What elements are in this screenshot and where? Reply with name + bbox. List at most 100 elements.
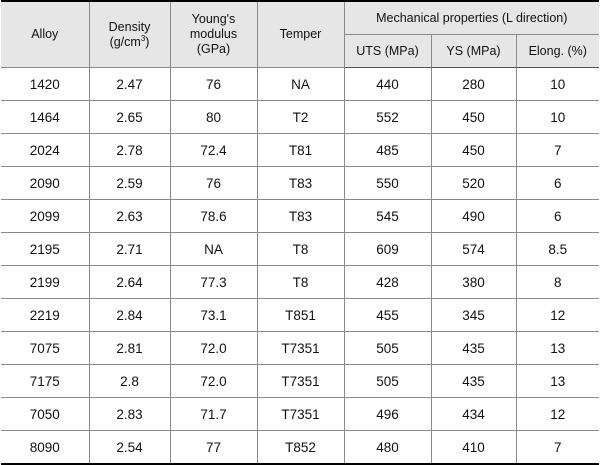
cell-density: 2.83 [88, 397, 171, 431]
cell-uts: 545 [343, 199, 432, 233]
cell-alloy: 2199 [1, 265, 90, 299]
table-row: 7050 2.83 71.7 T7351 496 434 12 [1, 397, 599, 431]
header-density: Density (g/cm3) [88, 0, 171, 68]
cell-density: 2.59 [88, 166, 171, 200]
cell-uts: 440 [343, 67, 432, 101]
cell-alloy: 8090 [1, 430, 90, 465]
cell-ys: 280 [430, 67, 517, 101]
cell-temper: T83 [256, 199, 345, 233]
cell-uts: 428 [343, 265, 432, 299]
cell-youngs-modulus: 73.1 [169, 298, 258, 332]
cell-density: 2.8 [88, 364, 171, 398]
table-row: 1464 2.65 80 T2 552 450 10 [1, 100, 599, 134]
cell-density: 2.63 [88, 199, 171, 233]
cell-ys: 490 [430, 199, 517, 233]
cell-density: 2.71 [88, 232, 171, 266]
cell-temper: T81 [256, 133, 345, 167]
table-row: 2090 2.59 76 T83 550 520 6 [1, 166, 599, 200]
table-body: 1420 2.47 76 NA 440 280 10 1464 2.65 80 T2 552 450 10… [1, 67, 599, 465]
cell-youngs-modulus: 76 [169, 166, 258, 200]
table-row: 2024 2.78 72.4 T81 485 450 7 [1, 133, 599, 167]
cell-elongation: 7 [515, 133, 599, 167]
cell-youngs-modulus: 77.3 [169, 265, 258, 299]
cell-elongation: 13 [515, 364, 599, 398]
cell-temper: T851 [256, 298, 345, 332]
table-row: 2199 2.64 77.3 T8 428 380 8 [1, 265, 599, 299]
cell-elongation: 10 [515, 67, 599, 101]
cell-temper: T852 [256, 430, 345, 465]
header-density-unit-open: (g/cm [109, 34, 141, 49]
cell-temper: T8 [256, 232, 345, 266]
cell-elongation: 7 [515, 430, 599, 465]
header-row-sub: UTS (MPa) YS (MPa) Elong. (%) [1, 34, 599, 68]
header-alloy: Alloy [1, 0, 90, 68]
table-row: 2219 2.84 73.1 T851 455 345 12 [1, 298, 599, 332]
header-density-label: Density [108, 19, 151, 34]
cell-density: 2.81 [88, 331, 171, 365]
cell-temper: T7351 [256, 397, 345, 431]
cell-uts: 455 [343, 298, 432, 332]
table-header: Alloy Density (g/cm3) Young's modulus (G… [1, 0, 599, 68]
cell-density: 2.64 [88, 265, 171, 299]
header-density-unit-close: ) [145, 34, 150, 49]
cell-ys: 434 [430, 397, 517, 431]
cell-alloy: 7050 [1, 397, 90, 431]
header-uts: UTS (MPa) [344, 34, 432, 68]
cell-youngs-modulus: 76 [169, 67, 258, 101]
header-elongation: Elong. (%) [515, 34, 599, 68]
cell-temper: NA [256, 67, 345, 101]
cell-elongation: 12 [515, 397, 599, 431]
cell-ys: 450 [430, 100, 517, 134]
cell-elongation: 6 [515, 199, 599, 233]
cell-temper: T7351 [256, 331, 345, 365]
table-row: 1420 2.47 76 NA 440 280 10 [1, 67, 599, 101]
table-row: 7075 2.81 72.0 T7351 505 435 13 [1, 331, 599, 365]
cell-ys: 574 [430, 232, 517, 266]
cell-density: 2.54 [88, 430, 171, 465]
cell-alloy: 2090 [1, 166, 90, 200]
cell-alloy: 2195 [1, 232, 90, 266]
cell-youngs-modulus: 78.6 [169, 199, 258, 233]
cell-temper: T83 [256, 166, 345, 200]
cell-ys: 450 [430, 133, 517, 167]
table-row: 2195 2.71 NA T8 609 574 8.5 [1, 232, 599, 266]
cell-density: 2.47 [88, 67, 171, 101]
cell-density: 2.78 [88, 133, 171, 167]
header-mechanical-properties: Mechanical properties (L direction) [343, 0, 599, 35]
cell-elongation: 13 [515, 331, 599, 365]
cell-elongation: 12 [515, 298, 599, 332]
header-density-unit-exponent: 3 [140, 33, 146, 43]
header-youngs-label: Young's [191, 12, 236, 26]
cell-uts: 485 [343, 133, 432, 167]
cell-ys: 380 [430, 265, 517, 299]
cell-youngs-modulus: 77 [169, 430, 258, 465]
cell-alloy: 7175 [1, 364, 90, 398]
cell-ys: 345 [430, 298, 517, 332]
cell-youngs-modulus: 80 [169, 100, 258, 134]
cell-youngs-modulus: 72.0 [169, 364, 258, 398]
cell-youngs-modulus: 72.0 [169, 331, 258, 365]
table-row: 7175 2.8 72.0 T7351 505 435 13 [1, 364, 599, 398]
cell-alloy: 2099 [1, 199, 90, 233]
cell-ys: 520 [430, 166, 517, 200]
cell-uts: 552 [343, 100, 432, 134]
cell-elongation: 6 [515, 166, 599, 200]
table-row: 2099 2.63 78.6 T83 545 490 6 [1, 199, 599, 233]
cell-alloy: 2219 [1, 298, 90, 332]
cell-uts: 480 [343, 430, 432, 465]
header-youngs-modulus: Young's modulus (GPa) [169, 0, 258, 68]
cell-youngs-modulus: 72.4 [169, 133, 258, 167]
cell-uts: 505 [343, 364, 432, 398]
header-row-top: Alloy Density (g/cm3) Young's modulus (G… [1, 0, 599, 68]
cell-uts: 609 [343, 232, 432, 266]
cell-alloy: 7075 [1, 331, 90, 365]
cell-ys: 435 [430, 364, 517, 398]
cell-uts: 505 [343, 331, 432, 365]
cell-temper: T7351 [256, 364, 345, 398]
cell-ys: 410 [430, 430, 517, 465]
table-row: 8090 2.54 77 T852 480 410 7 [1, 430, 599, 465]
cell-elongation: 8.5 [515, 232, 599, 266]
cell-density: 2.65 [88, 100, 171, 134]
